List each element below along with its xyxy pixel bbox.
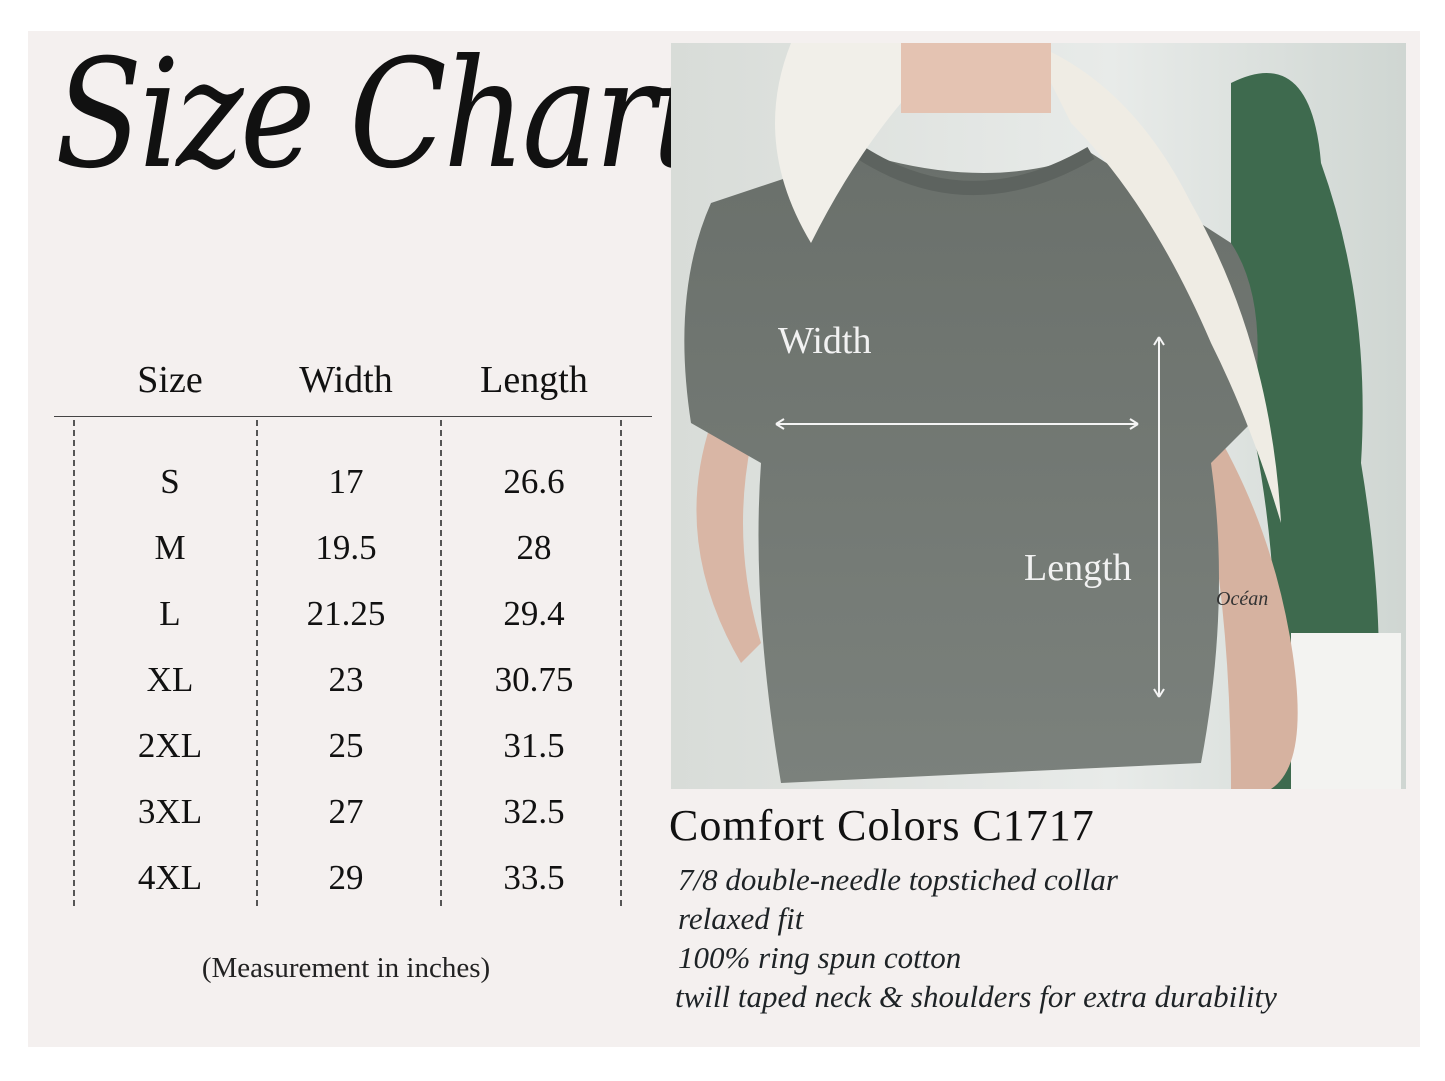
- cell-length: 31.5: [503, 726, 565, 765]
- cell-size: M: [154, 528, 186, 567]
- cell-length: 26.6: [503, 462, 565, 501]
- length-label: Length: [1024, 547, 1132, 589]
- hair-right: [1031, 43, 1281, 523]
- cell-size: 2XL: [137, 726, 203, 765]
- header-width: Width: [299, 359, 393, 401]
- feature-item: 7/8 double-needle topstiched collar: [678, 862, 1118, 897]
- cell-width: 17: [328, 462, 364, 501]
- column-divider: [73, 420, 75, 906]
- cell-length: 29.4: [503, 594, 565, 633]
- cell-width: 21.25: [306, 594, 386, 633]
- model-photo: Width Length Océan: [671, 43, 1406, 789]
- cell-size: XL: [146, 660, 194, 699]
- tshirt-photo-illustration: [671, 43, 1406, 789]
- product-name: Comfort Colors C1717: [669, 801, 1095, 850]
- tshirt: [684, 153, 1258, 783]
- cell-width: 23: [328, 660, 364, 699]
- cell-size: 3XL: [137, 792, 203, 831]
- cell-length: 32.5: [503, 792, 565, 831]
- cell-length: 28: [516, 528, 552, 567]
- cell-size: S: [160, 462, 180, 501]
- column-divider: [620, 420, 622, 906]
- column-divider: [256, 420, 258, 906]
- cell-width: 25: [328, 726, 364, 765]
- cell-length: 30.75: [494, 660, 574, 699]
- header-length: Length: [480, 359, 588, 401]
- feature-item: relaxed fit: [678, 901, 804, 936]
- cell-width: 19.5: [315, 528, 377, 567]
- column-divider: [440, 420, 442, 906]
- cell-size: L: [159, 594, 181, 633]
- length-arrow-heads: [1153, 336, 1165, 698]
- arm-right: [1211, 423, 1298, 789]
- cell-size: 4XL: [137, 858, 203, 897]
- plant: [1231, 73, 1379, 789]
- measurement-note: (Measurement in inches): [201, 952, 491, 984]
- size-chart-title: Size Chart: [55, 28, 704, 202]
- cell-length: 33.5: [503, 858, 565, 897]
- chin: [901, 43, 1051, 113]
- cell-width: 29: [328, 858, 364, 897]
- width-arrow-heads: [775, 418, 1139, 430]
- header-size: Size: [137, 359, 203, 401]
- tattoo-text: Océan: [1216, 588, 1269, 610]
- feature-item: 100% ring spun cotton: [678, 940, 962, 975]
- cell-width: 27: [328, 792, 364, 831]
- collar: [857, 146, 1095, 195]
- plant-pot: [1291, 633, 1401, 789]
- width-label: Width: [778, 320, 872, 362]
- feature-item: twill taped neck & shoulders for extra d…: [675, 979, 1277, 1014]
- arm-left: [696, 423, 761, 663]
- header-divider: [54, 416, 652, 417]
